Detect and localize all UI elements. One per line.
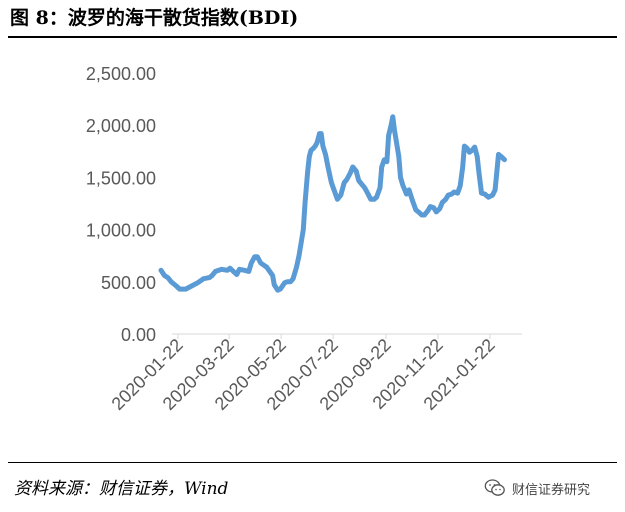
watermark-text: 财信证券研究 xyxy=(512,482,591,498)
y-axis-tick-labels: 0.00 500.00 1,000.00 1,500.00 2,000.00 2,500.… xyxy=(86,64,156,345)
figure-title: 图 8：波罗的海干散货指数(BDI) xyxy=(10,7,299,29)
x-axis-tick-labels: 2020-01-222020-03-222020-05-222020-07-22… xyxy=(108,334,499,414)
top-rule xyxy=(8,36,617,38)
watermark: 财信证券研究 xyxy=(484,476,590,500)
y-tick-label: 1,500.00 xyxy=(86,168,156,188)
y-tick-label: 0.00 xyxy=(121,325,156,345)
source-note: 资料来源：财信证券，Wind xyxy=(14,479,229,499)
bottom-rule xyxy=(8,462,617,463)
wechat-icon xyxy=(484,479,505,496)
y-tick-label: 2,000.00 xyxy=(86,116,156,136)
series-line-bdi xyxy=(158,114,507,293)
y-tick-label: 1,000.00 xyxy=(86,221,156,241)
y-tick-label: 2,500.00 xyxy=(86,64,156,84)
y-tick-label: 500.00 xyxy=(101,273,156,293)
bdi-line-chart: 0.00 500.00 1,000.00 1,500.00 2,000.00 2,500.… xyxy=(86,64,522,414)
